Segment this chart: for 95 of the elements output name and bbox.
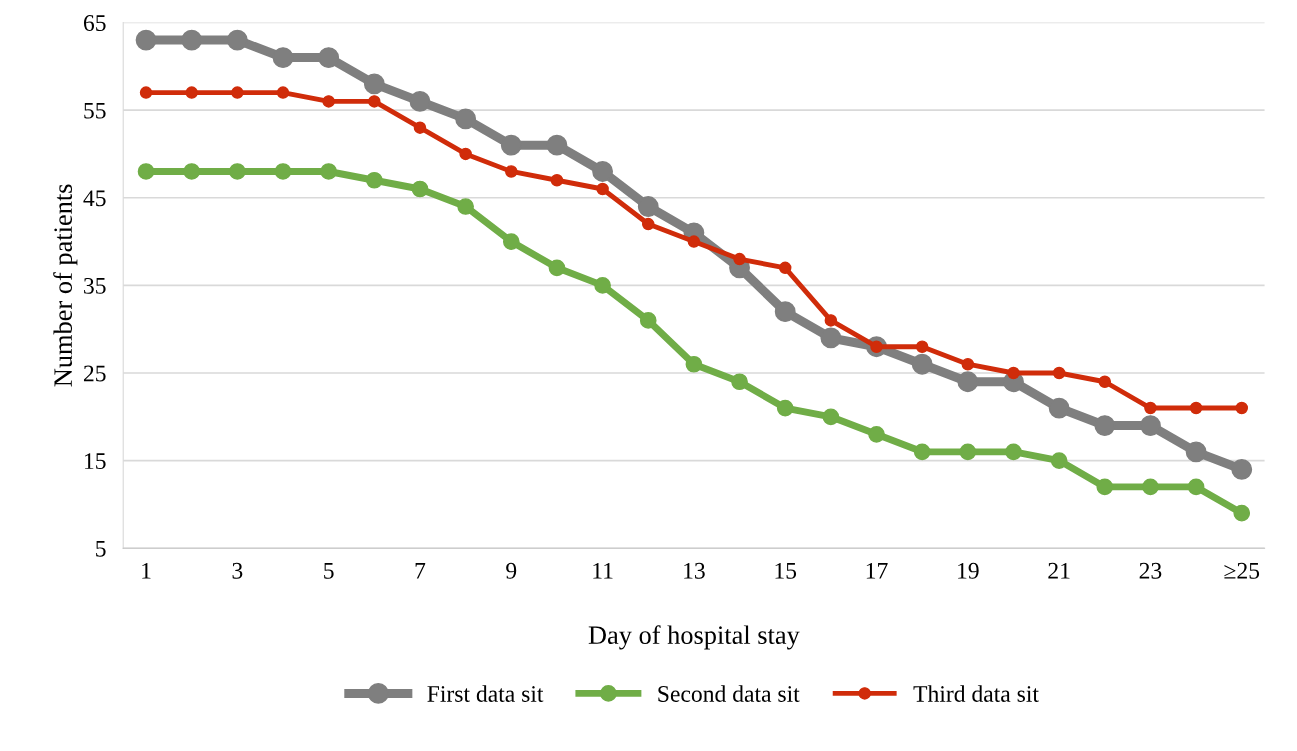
y-tick-label: 35 (84, 277, 106, 294)
point (820, 327, 842, 349)
x-tick-label: 21 (1048, 562, 1070, 579)
point (272, 47, 294, 68)
point (1187, 478, 1205, 496)
point (181, 29, 203, 51)
point (550, 173, 564, 187)
point (409, 90, 431, 112)
x-tick-label: 19 (958, 562, 979, 579)
point (1050, 452, 1068, 469)
point (546, 134, 568, 156)
point (822, 408, 840, 426)
point (1098, 375, 1112, 389)
y-tick-label: 25 (83, 365, 106, 382)
point (915, 340, 929, 353)
point (911, 353, 933, 375)
point (502, 233, 520, 250)
point (1094, 415, 1116, 436)
point (913, 443, 931, 461)
y-tick-label: 55 (84, 102, 106, 119)
point (868, 425, 885, 443)
point (505, 165, 518, 178)
point (459, 147, 472, 161)
point (548, 259, 566, 277)
point (1235, 401, 1248, 415)
legend-label: Third data sit (913, 685, 1039, 702)
x-tick-label: 1 (142, 562, 151, 579)
point (592, 161, 614, 182)
point (961, 357, 975, 371)
point (776, 399, 794, 417)
y-tick-label: 5 (96, 540, 106, 557)
x-tick-label: ≥25 (1224, 562, 1260, 579)
y-tick-label: 65 (83, 15, 106, 31)
point (365, 171, 383, 189)
point (1007, 366, 1020, 380)
point (1005, 443, 1022, 461)
x-tick-label: 5 (324, 563, 334, 579)
point (135, 29, 157, 51)
point (274, 163, 292, 180)
point (1233, 504, 1251, 522)
point (226, 29, 248, 51)
point (959, 443, 977, 461)
x-tick-label: 9 (506, 562, 517, 579)
point (1052, 366, 1066, 380)
point (183, 163, 201, 180)
x-tick-label: 7 (415, 563, 426, 579)
point (824, 314, 838, 327)
point (457, 198, 474, 215)
point (318, 47, 340, 68)
point (596, 182, 609, 196)
point (137, 163, 155, 180)
point (455, 108, 477, 130)
point (413, 121, 427, 134)
point (500, 134, 522, 156)
point (685, 355, 703, 373)
point (229, 163, 246, 180)
point (1189, 401, 1203, 415)
point (1144, 401, 1157, 415)
point (1048, 397, 1070, 419)
legend-label: Second data sit (658, 685, 800, 702)
point (687, 235, 701, 248)
y-tick-label: 45 (83, 190, 106, 207)
point (231, 86, 244, 99)
x-tick-label: 17 (866, 562, 888, 579)
point (363, 73, 385, 95)
point (1142, 478, 1159, 496)
point (276, 86, 290, 99)
point (1096, 478, 1114, 496)
point (1231, 458, 1253, 480)
point (733, 252, 746, 266)
point (637, 196, 659, 217)
x-tick-label: 15 (775, 562, 797, 579)
point (1185, 441, 1207, 463)
x-axis-title: Day of hospital stay (588, 625, 800, 650)
x-tick-label: 11 (593, 562, 613, 579)
y-axis-title: Number of patients (53, 184, 78, 387)
point (411, 180, 429, 198)
point (139, 86, 153, 99)
point (778, 261, 792, 275)
point (322, 95, 335, 108)
point (320, 163, 337, 180)
point (639, 312, 657, 329)
x-tick-label: 13 (684, 562, 705, 579)
point (774, 301, 796, 323)
point (1140, 415, 1161, 436)
x-tick-label: 3 (232, 562, 243, 579)
point (957, 371, 979, 393)
point (185, 86, 198, 99)
x-tick-label: 23 (1139, 562, 1162, 579)
legend-label: First data sit (427, 685, 544, 702)
y-tick-label: 15 (85, 453, 106, 470)
point (731, 373, 748, 391)
point (368, 95, 381, 108)
point (594, 277, 611, 294)
point (641, 217, 655, 231)
